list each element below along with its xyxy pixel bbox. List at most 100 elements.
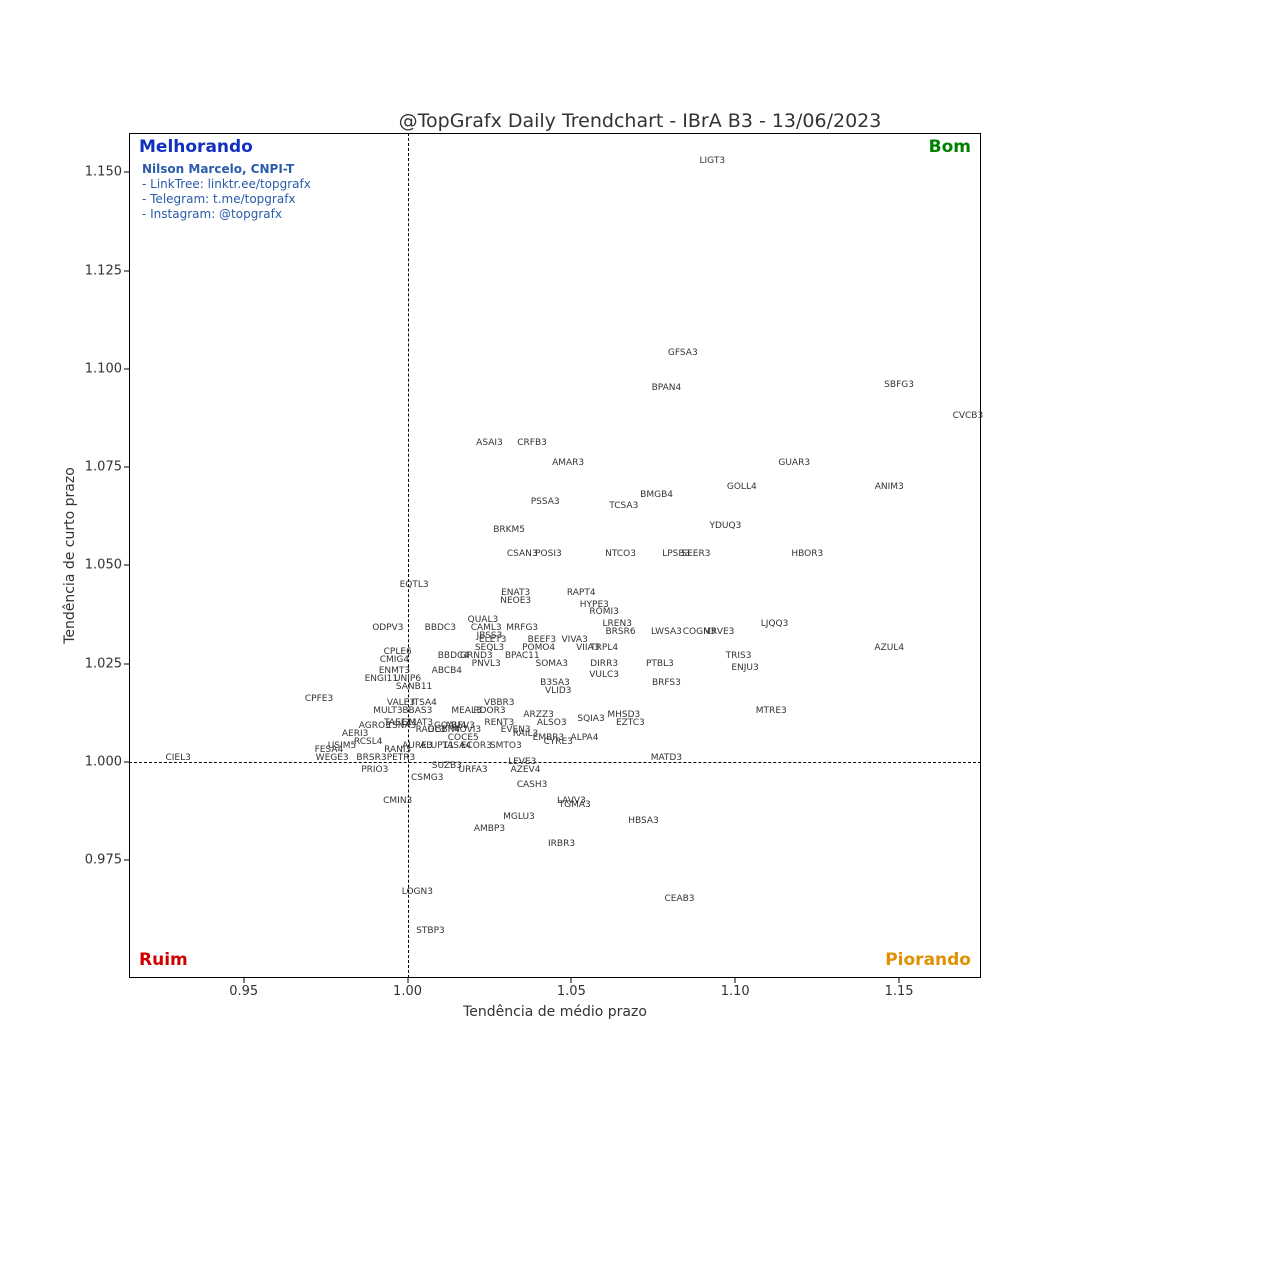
ticker-label: AZEV4 xyxy=(511,765,541,775)
credits-line: - Instagram: @topgrafx xyxy=(142,207,311,222)
ticker-label: BRFS3 xyxy=(652,678,681,688)
ticker-label: SBFG3 xyxy=(884,380,914,390)
ticker-label: MULT3 xyxy=(373,706,402,716)
y-axis-label: Tendência de curto prazo xyxy=(62,133,82,978)
ticker-label: VULC3 xyxy=(589,670,619,680)
ticker-label: IRBR3 xyxy=(548,839,575,849)
ticker-label: RAPT4 xyxy=(567,588,596,598)
ticker-label: CIEL3 xyxy=(165,753,190,763)
ticker-label: EQTL3 xyxy=(400,580,429,590)
ticker-label: BBAS3 xyxy=(402,706,432,716)
ticker-label: TRPL4 xyxy=(590,643,618,653)
ticker-label: CSNA3 xyxy=(386,721,417,731)
ticker-label: ALSO3 xyxy=(537,718,567,728)
ticker-label: TCSA3 xyxy=(609,501,638,511)
ticker-label: SMTO3 xyxy=(490,741,522,751)
ticker-label: VLID3 xyxy=(545,686,571,696)
credits-author: Nilson Marcelo, CNPI-T xyxy=(142,162,311,177)
ticker-label: POSI3 xyxy=(535,549,562,559)
y-tick-label: 1.150 xyxy=(85,165,122,180)
x-tick-label: 1.00 xyxy=(393,984,422,999)
ticker-label: SANB11 xyxy=(396,682,432,692)
ticker-label: CEAB3 xyxy=(665,894,695,904)
ticker-label: LIGT3 xyxy=(700,156,726,166)
reference-vline xyxy=(408,133,409,978)
ticker-label: LJQQ3 xyxy=(761,619,789,629)
reference-hline xyxy=(129,762,981,763)
ticker-label: RDOR3 xyxy=(473,706,505,716)
ticker-label: ALPA4 xyxy=(571,733,599,743)
ticker-label: URFA3 xyxy=(459,765,488,775)
ticker-label: SEER3 xyxy=(681,549,710,559)
ticker-label: AMAR3 xyxy=(552,458,584,468)
y-tick-label: 1.100 xyxy=(85,361,122,376)
ticker-label: PTBL3 xyxy=(646,659,674,669)
ticker-label: ODPV3 xyxy=(372,623,403,633)
ticker-label: MATD3 xyxy=(651,753,682,763)
ticker-label: PNVL3 xyxy=(472,659,501,669)
ticker-label: BPAN4 xyxy=(652,383,682,393)
ticker-label: ROMI3 xyxy=(589,607,618,617)
ticker-label: EZTC3 xyxy=(616,718,645,728)
credits-line: - LinkTree: linktr.ee/topgrafx xyxy=(142,177,311,192)
ticker-label: BRSR3 xyxy=(356,753,386,763)
ticker-label: MTRE3 xyxy=(756,706,787,716)
y-tick-label: 1.125 xyxy=(85,263,122,278)
y-tick-label: 1.075 xyxy=(85,460,122,475)
ticker-label: STBP3 xyxy=(416,926,445,936)
y-tick-label: 1.000 xyxy=(85,754,122,769)
x-tick-label: 0.95 xyxy=(229,984,258,999)
quadrant-label-bot-left: Ruim xyxy=(139,950,188,970)
credits-line: - Telegram: t.me/topgrafx xyxy=(142,192,311,207)
ticker-label: CASH3 xyxy=(517,780,548,790)
ticker-label: TRIS3 xyxy=(726,651,752,661)
ticker-label: SUZB3 xyxy=(432,761,462,771)
ticker-label: YDUQ3 xyxy=(709,521,741,531)
page: @TopGrafx Daily Trendchart - IBrA B3 - 1… xyxy=(0,0,1280,1280)
ticker-label: BRSR6 xyxy=(605,627,635,637)
ticker-label: SQIA3 xyxy=(577,714,604,724)
ticker-label: MRVE3 xyxy=(703,627,734,637)
ticker-label: MGLU3 xyxy=(503,812,535,822)
ticker-label: HBSA3 xyxy=(628,816,659,826)
ticker-label: BPAC11 xyxy=(505,651,540,661)
quadrant-label-bot-right: Piorando xyxy=(885,950,971,970)
y-tick-label: 1.050 xyxy=(85,558,122,573)
ticker-label: LWSA3 xyxy=(651,627,682,637)
ticker-label: TGMA3 xyxy=(559,800,591,810)
x-axis-label: Tendência de médio prazo xyxy=(129,1004,981,1020)
ticker-label: ENJU3 xyxy=(731,663,758,673)
ticker-label: ABCB4 xyxy=(432,666,462,676)
ticker-label: BRKM5 xyxy=(493,525,525,535)
ticker-label: SOMA3 xyxy=(535,659,567,669)
ticker-label: AZUL4 xyxy=(874,643,904,653)
ticker-label: BMGB4 xyxy=(640,490,673,500)
ticker-label: NTCO3 xyxy=(605,549,636,559)
chart-title: @TopGrafx Daily Trendchart - IBrA B3 - 1… xyxy=(0,110,1280,132)
ticker-label: CSMG3 xyxy=(411,773,443,783)
y-tick-label: 1.025 xyxy=(85,656,122,671)
ticker-label: GUAR3 xyxy=(778,458,810,468)
ticker-label: ECOR3 xyxy=(461,741,492,751)
ticker-label: CSAN3 xyxy=(507,549,538,559)
quadrant-label-top-left: Melhorando xyxy=(139,137,253,157)
ticker-label: BBDC3 xyxy=(425,623,456,633)
ticker-label: AMBP3 xyxy=(474,824,505,834)
ticker-label: RCSL4 xyxy=(354,737,383,747)
ticker-label: DIRR3 xyxy=(590,659,618,669)
x-tick-label: 1.10 xyxy=(721,984,750,999)
ticker-label: MRFG3 xyxy=(506,623,538,633)
credits-box: Nilson Marcelo, CNPI-T - LinkTree: linkt… xyxy=(142,162,311,222)
ticker-label: WEGE3 xyxy=(316,753,349,763)
y-tick-label: 0.975 xyxy=(85,853,122,868)
ticker-label: CMIG4 xyxy=(380,655,409,665)
ticker-label: CMIN3 xyxy=(383,796,412,806)
ticker-label: ANIM3 xyxy=(875,482,904,492)
ticker-label: LOGN3 xyxy=(402,887,433,897)
ticker-label: CVCB3 xyxy=(953,411,984,421)
ticker-label: CRFB3 xyxy=(517,438,547,448)
ticker-label: PETR3 xyxy=(387,753,416,763)
ticker-label: CYRE3 xyxy=(544,737,573,747)
ticker-label: GOLL4 xyxy=(727,482,757,492)
ticker-label: HBOR3 xyxy=(791,549,823,559)
